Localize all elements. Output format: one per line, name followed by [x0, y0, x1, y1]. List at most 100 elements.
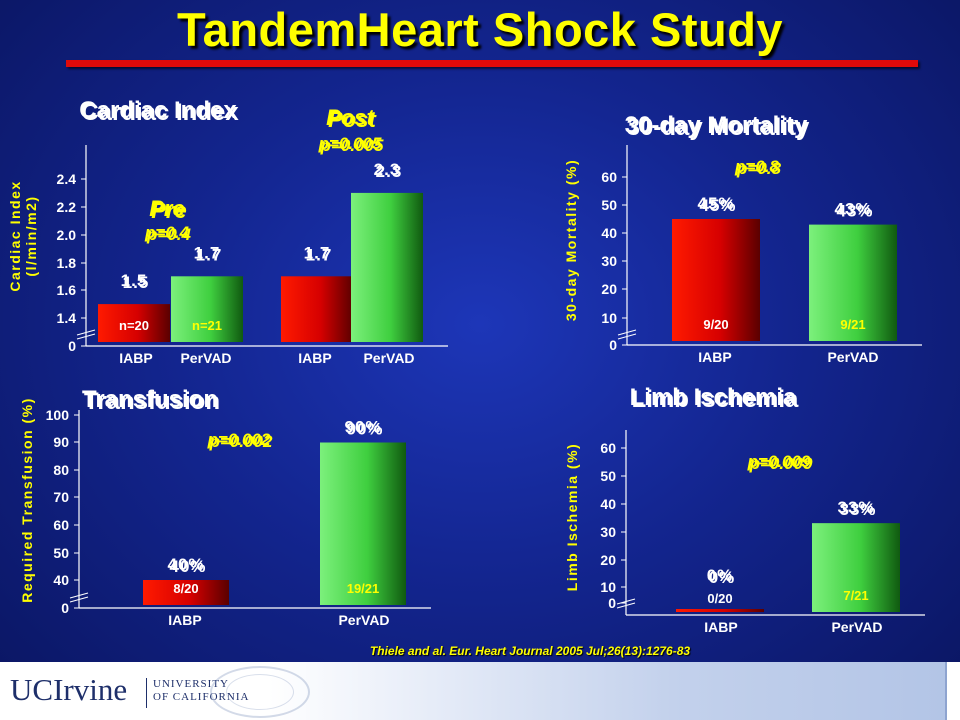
y-tick-label: 50	[601, 197, 617, 213]
citation: Thiele and al. Eur. Heart Journal 2005 J…	[369, 644, 691, 658]
y-tick-label: 80	[53, 462, 69, 478]
bar	[676, 609, 764, 612]
chart-title: 30-day Mortality	[625, 112, 808, 139]
group-label-shadow: Post	[328, 107, 377, 132]
y-tick-label: 60	[601, 169, 617, 185]
data-label-shadow: 90%	[346, 420, 383, 439]
y-tick-label: 0	[609, 337, 617, 353]
category-label: IABP	[698, 349, 731, 365]
category-label: PerVAD	[363, 350, 414, 366]
y-tick-label: 2.4	[57, 171, 77, 187]
data-label: 40%	[167, 555, 204, 574]
chart-title-shadow: Transfusion	[84, 388, 220, 415]
category-label: PerVAD	[338, 612, 389, 628]
group-label-shadow: Pre	[151, 198, 186, 223]
y-tick-label: 60	[53, 517, 69, 533]
data-label: 90%	[344, 418, 381, 437]
y-tick-label: 0	[68, 338, 76, 354]
chart-title-shadow: 30-day Mortality	[627, 114, 810, 141]
bar	[281, 276, 353, 342]
data-label-shadow: 0%	[709, 568, 736, 587]
data-label: 45%	[697, 194, 734, 213]
bar	[812, 523, 900, 612]
y-tick-label: 10	[601, 310, 617, 326]
y-tick-label: 40	[601, 225, 617, 241]
data-label: 43%	[834, 200, 871, 219]
y-tick-label: 10	[600, 579, 616, 595]
chart-title: Limb Ischemia	[630, 384, 797, 411]
data-label-shadow: 2.3	[376, 162, 403, 181]
bar-count-label: 7/21	[843, 588, 868, 603]
p-value-shadow: p=0.4	[146, 225, 191, 244]
data-label-shadow: 45%	[699, 196, 736, 215]
category-label: PerVAD	[180, 350, 231, 366]
y-tick-label: 30	[600, 524, 616, 540]
bar-count-label: 0/20	[707, 591, 732, 606]
data-label: 1.7	[304, 243, 331, 262]
p-value: p=0.4	[144, 223, 189, 242]
y-tick-label: 30	[601, 253, 617, 269]
axis-break-mark	[617, 329, 637, 336]
y-axis-label: 30-day Mortality (%)	[563, 159, 579, 321]
y-axis-label: Cardiac Index	[7, 180, 23, 291]
p-value: p=0.002	[207, 430, 271, 449]
chart-title: Transfusion	[82, 386, 218, 413]
data-label-shadow: 1.7	[196, 245, 223, 264]
bar-count-label: 9/21	[840, 317, 865, 332]
p-value-shadow: p=0.005	[320, 136, 384, 155]
data-label: 1.7	[194, 243, 221, 262]
y-tick-label: 0	[61, 600, 69, 616]
bar-count-label: 9/20	[703, 317, 728, 332]
seal-watermark-inner	[226, 674, 294, 710]
bar	[672, 219, 760, 341]
y-axis-label: Required Transfusion (%)	[19, 397, 35, 603]
y-tick-label: 50	[600, 468, 616, 484]
y-tick-label: 1.4	[57, 310, 77, 326]
y-tick-label: 2.2	[57, 199, 77, 215]
y-tick-label: 40	[600, 496, 616, 512]
data-label: 0%	[707, 566, 734, 585]
y-tick-label: 2.0	[57, 227, 77, 243]
bar-count-label: n=20	[119, 318, 149, 333]
p-value: p=0.8	[734, 157, 779, 176]
bar	[98, 304, 170, 342]
axis-break-mark	[76, 333, 96, 340]
data-label: 33%	[837, 498, 874, 517]
y-axis-unit: (l/min/m2)	[23, 195, 39, 276]
bar-count-label: 8/20	[173, 581, 198, 596]
chart-title-shadow: Limb Ischemia	[632, 386, 799, 413]
y-tick-label: 70	[53, 489, 69, 505]
data-label-shadow: 40%	[169, 557, 206, 576]
data-label-shadow: 1.7	[306, 245, 333, 264]
y-tick-label: 50	[53, 545, 69, 561]
y-tick-label: 0	[608, 595, 616, 611]
axis-break-mark	[69, 592, 89, 599]
uci-logo: UCIrvine	[10, 672, 128, 707]
data-label: 2.3	[374, 160, 401, 179]
category-label: IABP	[168, 612, 201, 628]
footer-stripe	[945, 662, 960, 720]
bar-count-label: n=21	[192, 318, 222, 333]
y-axis-label: Limb Ischemia (%)	[564, 443, 580, 591]
y-tick-label: 20	[600, 552, 616, 568]
axis-break-mark	[616, 598, 636, 605]
p-value-shadow: p=0.009	[749, 454, 813, 473]
axis-break-mark	[617, 333, 637, 340]
bar	[320, 442, 406, 605]
bar-count-label: 19/21	[347, 581, 380, 596]
y-tick-label: 100	[46, 407, 70, 423]
bar	[143, 580, 229, 605]
chart-title-shadow: Cardiac Index	[81, 99, 239, 126]
footer-separator	[146, 678, 147, 708]
y-tick-label: 40	[53, 572, 69, 588]
data-label-shadow: 33%	[839, 500, 876, 519]
slide-title: TandemHeart Shock Study	[176, 3, 784, 56]
data-label: 1.5	[121, 271, 148, 290]
bar	[171, 276, 243, 342]
university-line1: UNIVERSITY	[153, 678, 229, 690]
p-value: p=0.009	[747, 452, 811, 471]
